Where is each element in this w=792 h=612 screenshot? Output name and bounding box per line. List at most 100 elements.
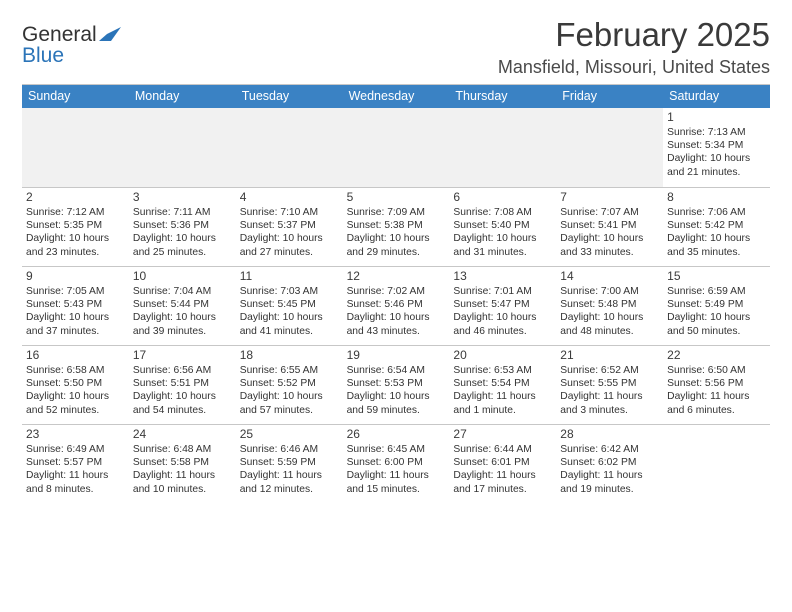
calendar-cell: 17Sunrise: 6:56 AMSunset: 5:51 PMDayligh… (129, 345, 236, 424)
daylight-text-line1: Daylight: 10 hours (347, 311, 446, 324)
page-header: General Blue February 2025 Mansfield, Mi… (22, 18, 770, 78)
sunrise-text: Sunrise: 7:07 AM (560, 206, 659, 219)
day-number: 3 (133, 190, 232, 205)
day-number: 21 (560, 348, 659, 363)
daylight-text-line1: Daylight: 11 hours (453, 390, 552, 403)
sunset-text: Sunset: 6:01 PM (453, 456, 552, 469)
calendar-cell: 9Sunrise: 7:05 AMSunset: 5:43 PMDaylight… (22, 266, 129, 345)
calendar-cell: 2Sunrise: 7:12 AMSunset: 5:35 PMDaylight… (22, 187, 129, 266)
calendar-cell: 27Sunrise: 6:44 AMSunset: 6:01 PMDayligh… (449, 424, 556, 503)
calendar-cell (343, 108, 450, 187)
calendar-cell: 25Sunrise: 6:46 AMSunset: 5:59 PMDayligh… (236, 424, 343, 503)
daylight-text-line2: and 8 minutes. (26, 483, 125, 496)
sunrise-text: Sunrise: 6:58 AM (26, 364, 125, 377)
sunset-text: Sunset: 5:36 PM (133, 219, 232, 232)
daylight-text-line2: and 57 minutes. (240, 404, 339, 417)
weekday-header: Sunday (22, 85, 129, 108)
day-number: 7 (560, 190, 659, 205)
sunrise-text: Sunrise: 7:00 AM (560, 285, 659, 298)
daylight-text-line1: Daylight: 10 hours (667, 152, 766, 165)
calendar-cell: 28Sunrise: 6:42 AMSunset: 6:02 PMDayligh… (556, 424, 663, 503)
daylight-text-line1: Daylight: 10 hours (26, 232, 125, 245)
day-number: 28 (560, 427, 659, 442)
sunset-text: Sunset: 5:52 PM (240, 377, 339, 390)
day-number: 27 (453, 427, 552, 442)
daylight-text-line2: and 33 minutes. (560, 246, 659, 259)
sunset-text: Sunset: 5:56 PM (667, 377, 766, 390)
day-number: 20 (453, 348, 552, 363)
day-number: 14 (560, 269, 659, 284)
daylight-text-line1: Daylight: 11 hours (347, 469, 446, 482)
daylight-text-line2: and 15 minutes. (347, 483, 446, 496)
daylight-text-line2: and 41 minutes. (240, 325, 339, 338)
sunset-text: Sunset: 5:37 PM (240, 219, 339, 232)
calendar-cell: 1Sunrise: 7:13 AMSunset: 5:34 PMDaylight… (663, 108, 770, 187)
daylight-text-line2: and 6 minutes. (667, 404, 766, 417)
daylight-text-line1: Daylight: 10 hours (133, 390, 232, 403)
calendar-cell: 19Sunrise: 6:54 AMSunset: 5:53 PMDayligh… (343, 345, 450, 424)
sunset-text: Sunset: 6:02 PM (560, 456, 659, 469)
calendar-cell: 6Sunrise: 7:08 AMSunset: 5:40 PMDaylight… (449, 187, 556, 266)
sunrise-text: Sunrise: 7:02 AM (347, 285, 446, 298)
sunset-text: Sunset: 5:34 PM (667, 139, 766, 152)
day-number: 22 (667, 348, 766, 363)
daylight-text-line2: and 27 minutes. (240, 246, 339, 259)
sunrise-text: Sunrise: 7:08 AM (453, 206, 552, 219)
daylight-text-line2: and 29 minutes. (347, 246, 446, 259)
daylight-text-line2: and 35 minutes. (667, 246, 766, 259)
sunrise-text: Sunrise: 6:54 AM (347, 364, 446, 377)
calendar-cell: 16Sunrise: 6:58 AMSunset: 5:50 PMDayligh… (22, 345, 129, 424)
calendar-page: General Blue February 2025 Mansfield, Mi… (0, 0, 792, 612)
sunset-text: Sunset: 5:53 PM (347, 377, 446, 390)
day-number: 23 (26, 427, 125, 442)
daylight-text-line2: and 21 minutes. (667, 166, 766, 179)
day-number: 25 (240, 427, 339, 442)
daylight-text-line2: and 10 minutes. (133, 483, 232, 496)
sunrise-text: Sunrise: 6:44 AM (453, 443, 552, 456)
day-number: 2 (26, 190, 125, 205)
daylight-text-line2: and 1 minute. (453, 404, 552, 417)
sunset-text: Sunset: 5:49 PM (667, 298, 766, 311)
sunset-text: Sunset: 5:47 PM (453, 298, 552, 311)
daylight-text-line1: Daylight: 11 hours (667, 390, 766, 403)
flag-icon (99, 23, 121, 46)
sunset-text: Sunset: 6:00 PM (347, 456, 446, 469)
weekday-header: Thursday (449, 85, 556, 108)
sunset-text: Sunset: 5:40 PM (453, 219, 552, 232)
calendar-cell: 5Sunrise: 7:09 AMSunset: 5:38 PMDaylight… (343, 187, 450, 266)
daylight-text-line1: Daylight: 10 hours (453, 232, 552, 245)
calendar-cell (663, 424, 770, 503)
sunrise-text: Sunrise: 7:12 AM (26, 206, 125, 219)
day-number: 8 (667, 190, 766, 205)
calendar-cell: 14Sunrise: 7:00 AMSunset: 5:48 PMDayligh… (556, 266, 663, 345)
sunrise-text: Sunrise: 6:53 AM (453, 364, 552, 377)
sunrise-text: Sunrise: 6:56 AM (133, 364, 232, 377)
daylight-text-line2: and 52 minutes. (26, 404, 125, 417)
calendar-cell (449, 108, 556, 187)
day-number: 15 (667, 269, 766, 284)
sunrise-text: Sunrise: 7:05 AM (26, 285, 125, 298)
calendar-cell: 24Sunrise: 6:48 AMSunset: 5:58 PMDayligh… (129, 424, 236, 503)
daylight-text-line2: and 48 minutes. (560, 325, 659, 338)
daylight-text-line1: Daylight: 10 hours (347, 232, 446, 245)
day-number: 12 (347, 269, 446, 284)
daylight-text-line1: Daylight: 10 hours (347, 390, 446, 403)
calendar-cell: 26Sunrise: 6:45 AMSunset: 6:00 PMDayligh… (343, 424, 450, 503)
sunset-text: Sunset: 5:42 PM (667, 219, 766, 232)
day-number: 24 (133, 427, 232, 442)
calendar-cell: 12Sunrise: 7:02 AMSunset: 5:46 PMDayligh… (343, 266, 450, 345)
calendar-cell (22, 108, 129, 187)
calendar-grid: 1Sunrise: 7:13 AMSunset: 5:34 PMDaylight… (22, 108, 770, 503)
sunrise-text: Sunrise: 7:01 AM (453, 285, 552, 298)
day-number: 16 (26, 348, 125, 363)
sunrise-text: Sunrise: 7:04 AM (133, 285, 232, 298)
weekday-header: Wednesday (343, 85, 450, 108)
sunset-text: Sunset: 5:55 PM (560, 377, 659, 390)
daylight-text-line1: Daylight: 11 hours (560, 469, 659, 482)
sunset-text: Sunset: 5:45 PM (240, 298, 339, 311)
sunrise-text: Sunrise: 7:09 AM (347, 206, 446, 219)
sunset-text: Sunset: 5:50 PM (26, 377, 125, 390)
brand-logo: General Blue (22, 18, 121, 66)
daylight-text-line1: Daylight: 10 hours (560, 232, 659, 245)
daylight-text-line1: Daylight: 10 hours (133, 232, 232, 245)
